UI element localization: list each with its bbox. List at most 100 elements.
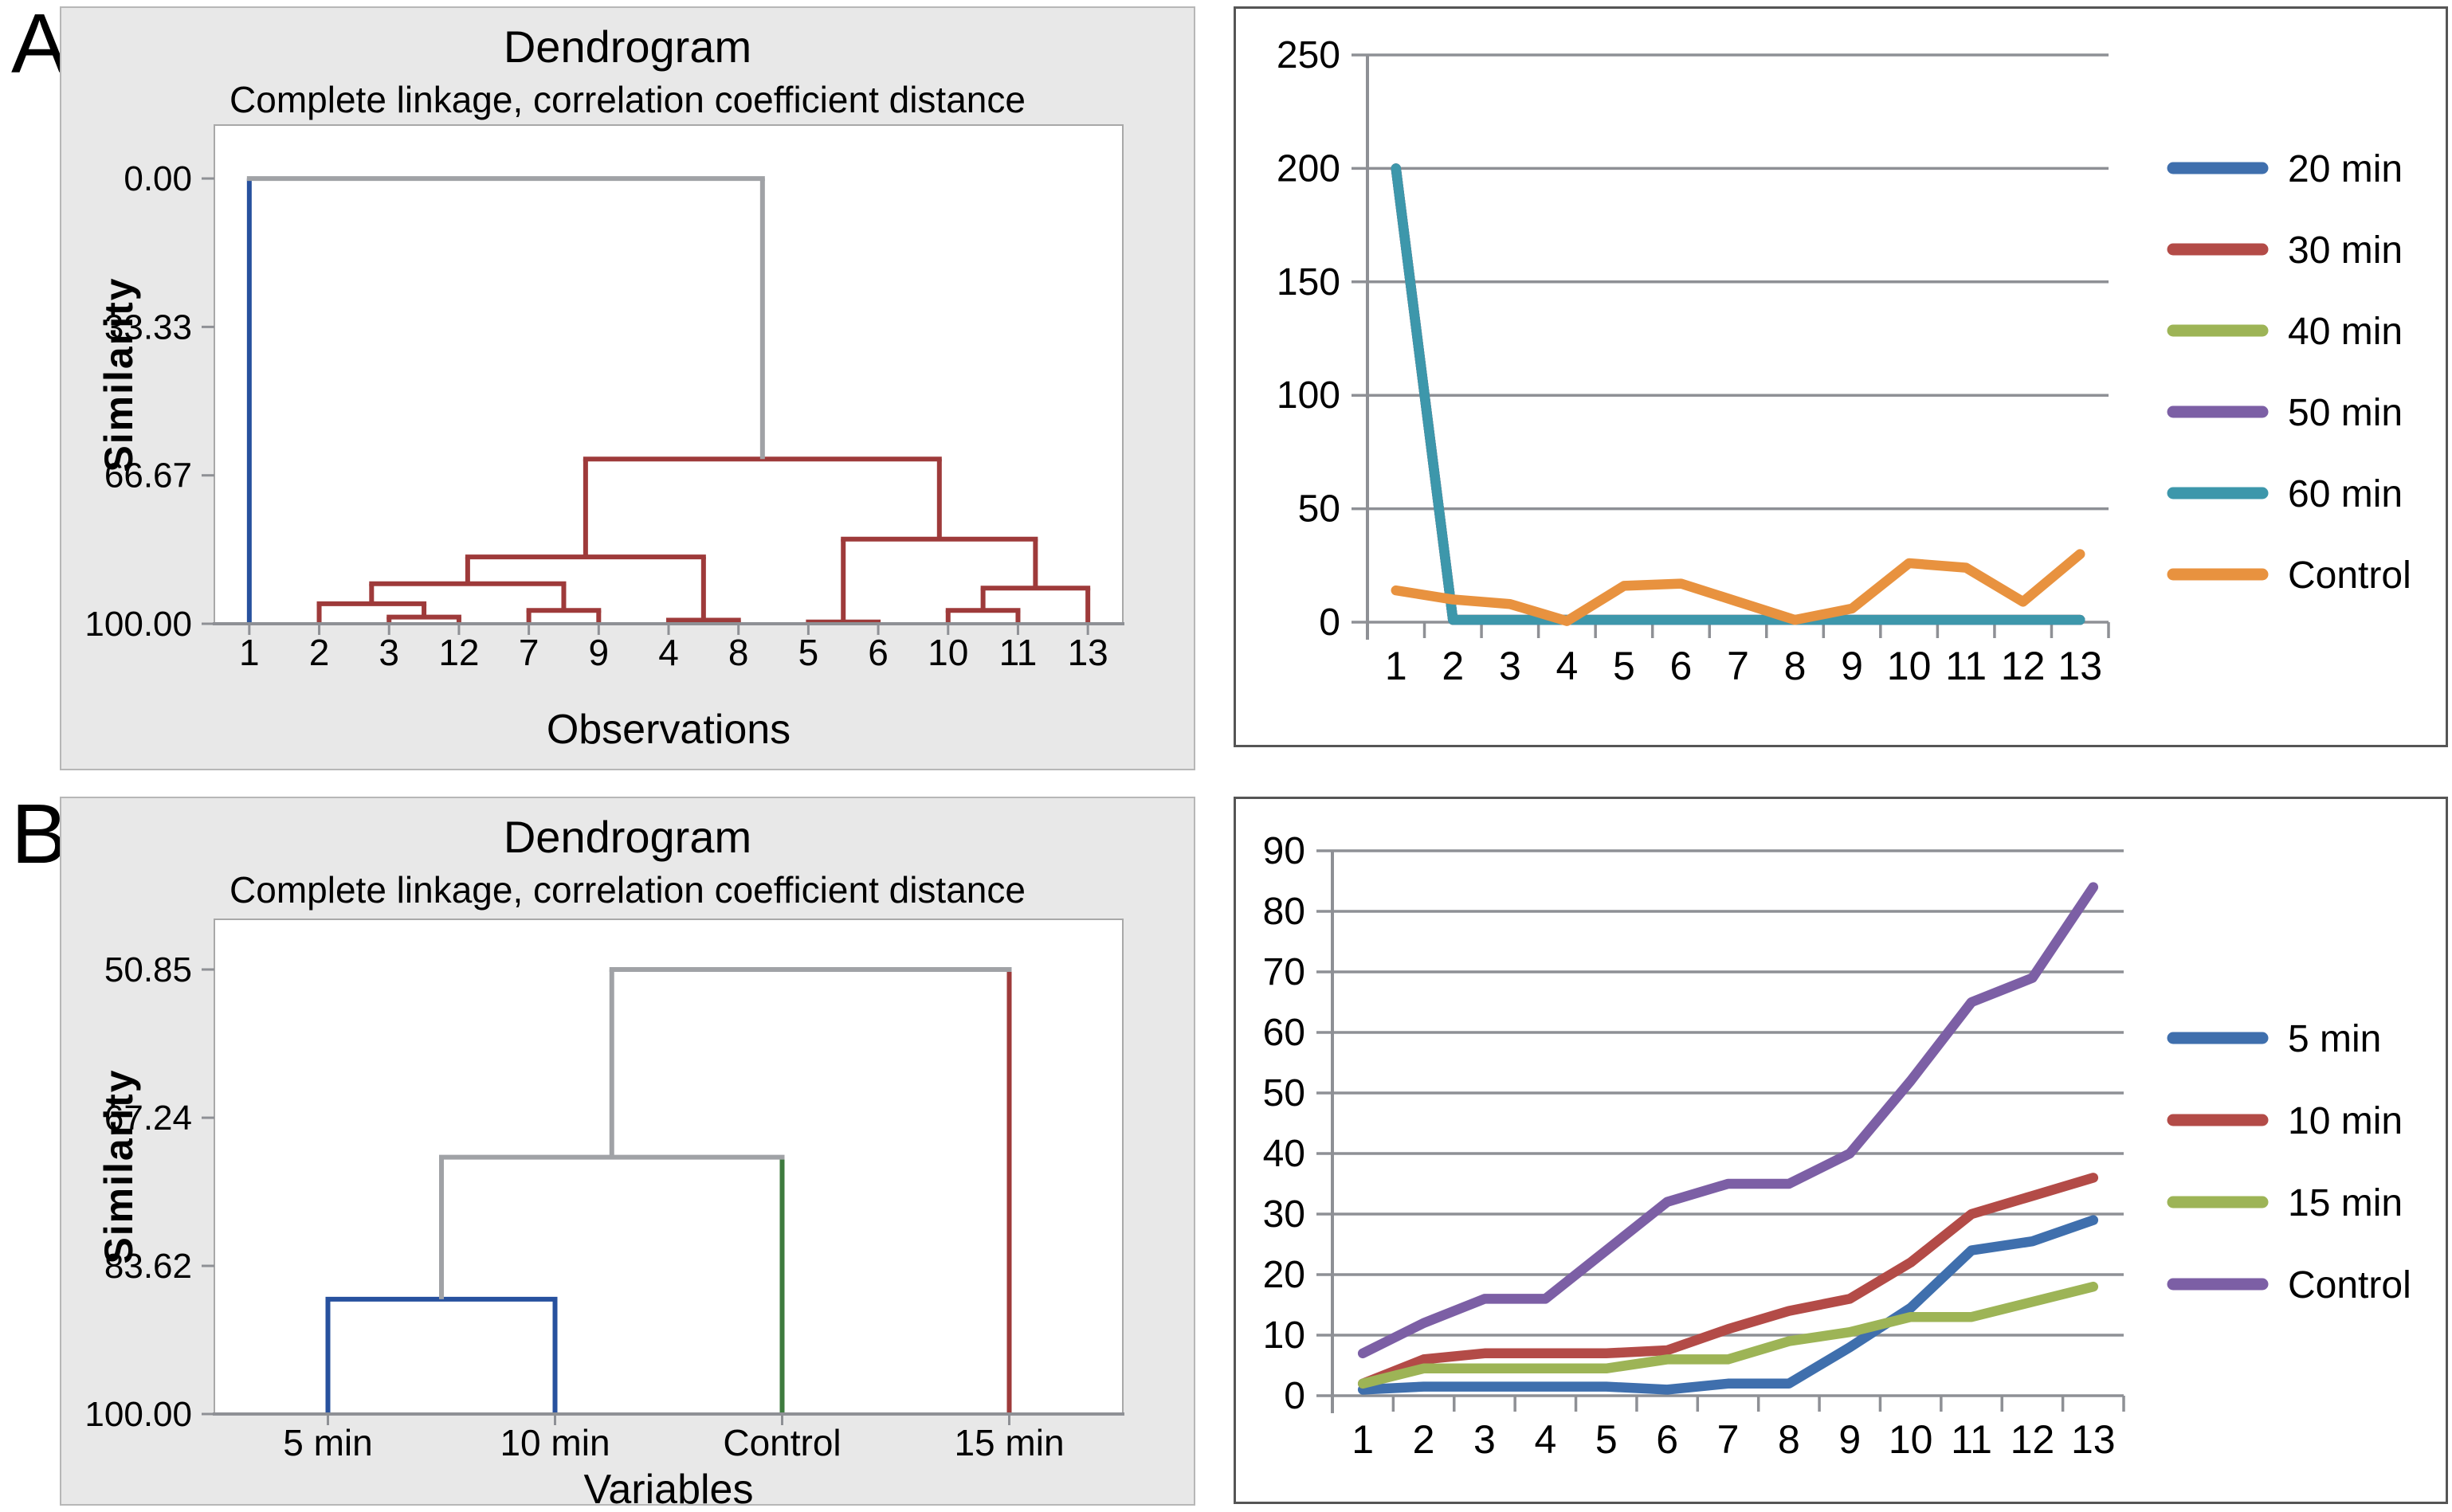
- y-tick-label: 80: [1263, 891, 1305, 933]
- x-tick-label: 9: [1838, 1417, 1861, 1462]
- x-tick-label: 1: [1385, 644, 1407, 688]
- leaf-label: 9: [589, 632, 610, 673]
- y-tick-label: 83.62: [104, 1247, 192, 1286]
- x-tick-label: 1: [1352, 1417, 1374, 1462]
- x-tick-label: 3: [1473, 1417, 1496, 1462]
- y-tick-label: 0: [1284, 1375, 1305, 1417]
- legend-label-5-min: 5 min: [2288, 1018, 2381, 1060]
- x-axis-title: Observations: [546, 707, 791, 753]
- panel-b-label: B: [11, 787, 68, 881]
- x-tick-label: 8: [1784, 644, 1807, 688]
- y-tick-label: 66.67: [104, 456, 192, 496]
- dendrogram-title: Dendrogram: [503, 812, 752, 862]
- leaf-label: 7: [519, 632, 539, 673]
- y-tick-label: 50.85: [104, 950, 192, 989]
- series-line-60-min: [1391, 163, 2085, 625]
- y-tick-label: 100.00: [84, 1395, 192, 1434]
- y-tick-label: 100: [1277, 374, 1340, 417]
- legend-label-10-min: 10 min: [2288, 1100, 2403, 1142]
- leaf-label: 1: [239, 632, 260, 673]
- plot-area: [214, 124, 1124, 625]
- x-tick-label: 2: [1413, 1417, 1435, 1462]
- y-tick-label: 150: [1277, 261, 1340, 304]
- y-tick-label: 67.24: [104, 1099, 192, 1138]
- y-tick-label: 10: [1263, 1314, 1305, 1357]
- leaf-label: 8: [728, 632, 749, 673]
- x-tick-label: 2: [1442, 644, 1464, 688]
- legend-label-40-min: 40 min: [2288, 311, 2403, 353]
- leaf-label: 13: [1068, 632, 1108, 673]
- x-axis-title: Variables: [583, 1467, 754, 1512]
- legend-label-control: Control: [2288, 554, 2411, 597]
- legend-label-30-min: 30 min: [2288, 229, 2403, 272]
- legend-label-50-min: 50 min: [2288, 392, 2403, 434]
- legend-label-60-min: 60 min: [2288, 473, 2403, 515]
- x-tick-label: 11: [1951, 1417, 1992, 1462]
- x-tick-label: 12: [2001, 644, 2046, 688]
- legend-label-15-min: 15 min: [2288, 1182, 2403, 1224]
- x-tick-label: 5: [1595, 1417, 1618, 1462]
- x-tick-label: 3: [1499, 644, 1521, 688]
- x-tick-label: 13: [2058, 644, 2102, 688]
- x-tick-label: 4: [1534, 1417, 1556, 1462]
- leaf-label: 10 min: [500, 1422, 610, 1463]
- x-tick-label: 11: [1945, 644, 1987, 688]
- y-tick-label: 200: [1277, 147, 1340, 190]
- x-tick-label: 7: [1727, 644, 1749, 688]
- series-line-10-min: [1357, 1173, 2099, 1389]
- series-line-control: [1357, 882, 2099, 1359]
- series-line-control: [1391, 549, 2085, 626]
- dendrogram-title: Dendrogram: [503, 22, 752, 72]
- y-tick-label: 90: [1263, 830, 1305, 872]
- dendrogram-subtitle: Complete linkage, correlation coefficien…: [230, 869, 1026, 911]
- y-tick-label: 40: [1263, 1133, 1305, 1175]
- x-tick-label: 4: [1556, 644, 1578, 688]
- series-line-5-min: [1357, 1215, 2099, 1395]
- x-tick-label: 6: [1670, 644, 1693, 688]
- y-tick-label: 100.00: [84, 605, 192, 644]
- legend-label-20-min: 20 min: [2288, 148, 2403, 190]
- y-tick-label: 33.33: [104, 307, 192, 347]
- y-tick-label: 0: [1319, 601, 1340, 644]
- leaf-label: 3: [379, 632, 399, 673]
- y-tick-label: 70: [1263, 951, 1305, 993]
- x-tick-label: 7: [1717, 1417, 1740, 1462]
- x-tick-label: 10: [1889, 1417, 1933, 1462]
- y-tick-label: 60: [1263, 1012, 1305, 1054]
- dendrogram-plot: 50.85 67.24 83.62 100.00 5 min 10 min Control 1…: [84, 919, 1124, 1463]
- panel-b-dendrogram-figure: Dendrogram Complete linkage, correlation…: [60, 797, 1195, 1512]
- panel-a-line-chart: 0 50 100 150 200 250 1 2 3 4 5 6 7 8 9 10 11 12 13 20 min 30…: [1234, 6, 2448, 747]
- x-tick-label: 5: [1613, 644, 1635, 688]
- panel-a-dendrogram-figure: Dendrogram Complete linkage, correlation…: [60, 6, 1195, 770]
- y-tick-label: 30: [1263, 1193, 1305, 1236]
- dendrogram-subtitle: Complete linkage, correlation coefficien…: [230, 79, 1026, 120]
- leaf-label: 12: [438, 632, 479, 673]
- plot-area: [214, 919, 1124, 1415]
- leaf-label: 10: [928, 632, 968, 673]
- panel-b-line-chart: 0 10 20 30 40 50 60 70 80 90 1 2 3 4 5 6 7 8 9 10 11 12 13 5 mi…: [1234, 797, 2448, 1504]
- x-tick-label: 10: [1887, 644, 1932, 688]
- legend-label-control: Control: [2288, 1264, 2411, 1306]
- leaf-label: 4: [658, 632, 679, 673]
- leaf-label: 5 min: [283, 1422, 372, 1463]
- leaf-label: 2: [309, 632, 330, 673]
- x-tick-label: 13: [2071, 1417, 2116, 1462]
- leaf-label: 15 min: [954, 1422, 1064, 1463]
- y-tick-label: 20: [1263, 1254, 1305, 1296]
- leaf-label: 11: [999, 632, 1038, 673]
- x-tick-label: 12: [2011, 1417, 2055, 1462]
- y-tick-label: 50: [1298, 488, 1340, 531]
- y-tick-label: 250: [1277, 34, 1340, 76]
- series-line-15-min: [1357, 1281, 2099, 1389]
- x-tick-label: 6: [1656, 1417, 1678, 1462]
- leaf-label: 6: [868, 632, 889, 673]
- y-tick-label: 0.00: [124, 159, 192, 198]
- y-tick-label: 50: [1263, 1072, 1305, 1114]
- x-tick-label: 8: [1778, 1417, 1800, 1462]
- x-tick-label: 9: [1841, 644, 1863, 688]
- leaf-label: Control: [723, 1422, 841, 1463]
